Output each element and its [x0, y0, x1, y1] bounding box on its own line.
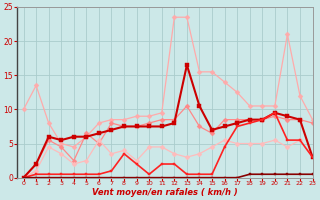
X-axis label: Vent moyen/en rafales ( km/h ): Vent moyen/en rafales ( km/h ) — [92, 188, 238, 197]
